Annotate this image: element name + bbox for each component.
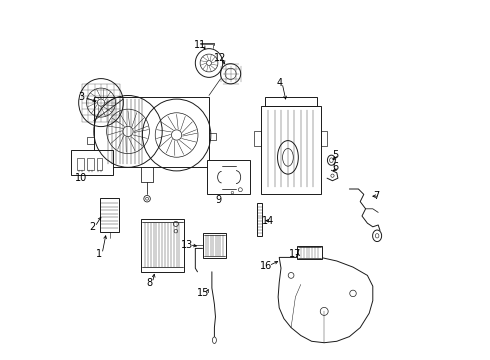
Bar: [100, 198, 119, 232]
Text: 3: 3: [78, 92, 84, 102]
Text: 5: 5: [333, 150, 339, 160]
Bar: [97, 158, 102, 170]
Bar: [87, 158, 94, 170]
Text: 8: 8: [147, 278, 153, 288]
Text: 15: 15: [197, 288, 210, 298]
Bar: [261, 106, 320, 194]
Bar: [76, 158, 84, 170]
Text: 7: 7: [373, 191, 380, 201]
Text: 9: 9: [215, 195, 221, 205]
Bar: [207, 160, 250, 194]
Text: 6: 6: [333, 162, 339, 172]
Text: 11: 11: [194, 40, 206, 50]
Bar: [320, 131, 327, 146]
Bar: [72, 150, 113, 175]
Bar: [94, 97, 209, 167]
Bar: [202, 233, 226, 258]
Bar: [141, 219, 184, 272]
Bar: [297, 246, 321, 259]
Text: 2: 2: [89, 222, 95, 232]
Text: 10: 10: [75, 173, 87, 183]
Text: 17: 17: [289, 249, 301, 259]
Bar: [254, 131, 261, 146]
Bar: [265, 97, 317, 106]
Polygon shape: [278, 257, 373, 343]
Text: 14: 14: [262, 216, 274, 226]
Text: 16: 16: [260, 261, 272, 271]
Bar: [257, 203, 262, 236]
Text: 1: 1: [96, 249, 102, 259]
Text: 13: 13: [180, 240, 193, 250]
Text: 4: 4: [276, 78, 282, 88]
Text: 12: 12: [214, 53, 226, 63]
